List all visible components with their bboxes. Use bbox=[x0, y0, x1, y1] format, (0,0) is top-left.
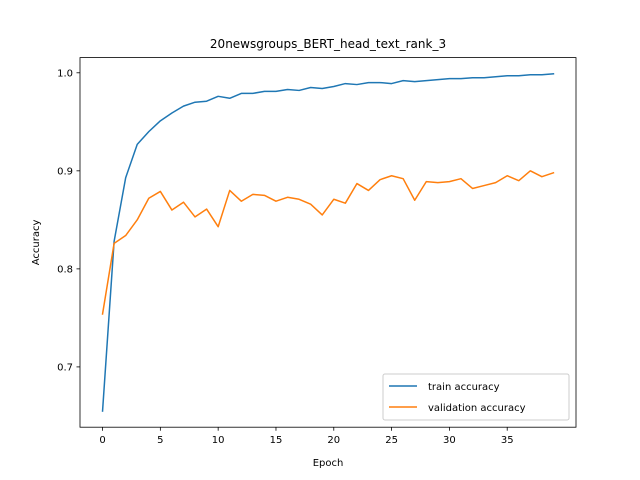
y-tick-label: 0.9 bbox=[57, 166, 73, 177]
y-tick-label: 1.0 bbox=[57, 68, 73, 79]
x-axis-label: Epoch bbox=[313, 458, 344, 469]
x-axis-ticks: 0 5 10 15 20 25 30 35 bbox=[99, 427, 514, 446]
x-tick-label: 0 bbox=[99, 435, 105, 446]
x-tick-label: 20 bbox=[327, 435, 340, 446]
y-tick-label: 0.7 bbox=[57, 362, 73, 373]
series-line-0 bbox=[101, 72, 555, 412]
x-tick-label: 30 bbox=[443, 435, 456, 446]
series-line-1 bbox=[101, 170, 555, 315]
chart-title: 20newsgroups_BERT_head_text_rank_3 bbox=[210, 37, 446, 51]
y-axis-ticks: 0.7 0.8 0.9 1.0 bbox=[57, 68, 80, 373]
plot-frame bbox=[79, 57, 577, 428]
x-tick-label: 15 bbox=[270, 435, 283, 446]
legend: train accuracy validation accuracy bbox=[382, 373, 570, 421]
x-tick-label: 5 bbox=[157, 435, 163, 446]
legend-label-train: train accuracy bbox=[428, 382, 500, 393]
legend-label-validation: validation accuracy bbox=[428, 403, 526, 414]
y-axis-label: Accuracy bbox=[31, 219, 42, 265]
x-tick-label: 10 bbox=[212, 435, 225, 446]
y-tick-label: 0.8 bbox=[57, 264, 73, 275]
x-tick-label: 35 bbox=[501, 435, 514, 446]
legend-box bbox=[382, 373, 570, 421]
x-tick-label: 25 bbox=[385, 435, 398, 446]
plot-lines bbox=[101, 72, 555, 412]
